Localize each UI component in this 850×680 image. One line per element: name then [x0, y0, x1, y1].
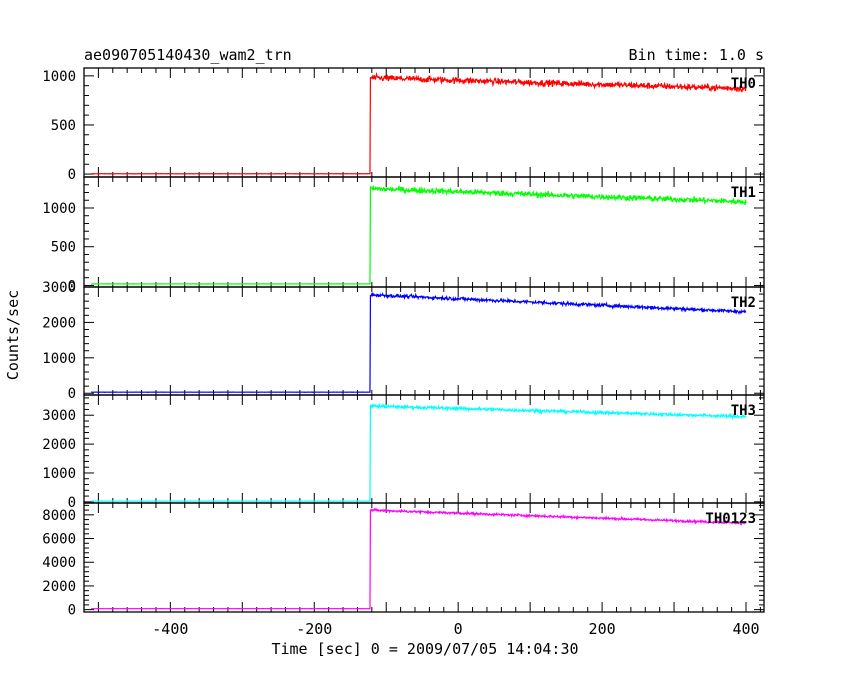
y-tick-label: 0	[68, 495, 76, 511]
series-name-label: TH0123	[705, 511, 756, 527]
y-tick-label: 3000	[42, 408, 76, 424]
figure-title: ae090705140430_wam2_trn	[84, 46, 292, 64]
series-name-label: TH0	[731, 76, 756, 92]
y-tick-label: 6000	[42, 532, 76, 548]
x-tick-label: 400	[732, 620, 759, 638]
y-tick-label: 4000	[42, 555, 76, 571]
y-tick-label: 0	[68, 278, 76, 294]
panel-th1: 0 500 1000 TH1	[42, 176, 765, 294]
y-tick-label: 1000	[42, 351, 76, 367]
panel-frame	[83, 502, 765, 613]
y-tick-label: 500	[51, 118, 76, 134]
series-name-label: TH2	[731, 295, 756, 311]
y-tick-label: 2000	[42, 437, 76, 453]
y-axis-label: Counts/sec	[4, 290, 22, 380]
series-line-th2	[91, 291, 747, 393]
y-tick-label: 1000	[42, 201, 76, 217]
series-line-th1	[91, 185, 747, 285]
x-axis-label: Time [sec] 0 = 2009/07/05 14:04:30	[271, 640, 578, 658]
panel-th3: 0 1000 2000 3000 TH3	[42, 394, 765, 511]
y-tick-label: 0	[68, 603, 76, 619]
y-tick-label: 1000	[42, 466, 76, 482]
y-tick-label: 0	[68, 167, 76, 183]
x-tick-label: 200	[589, 620, 616, 638]
y-tick-label: 2000	[42, 315, 76, 331]
panel-frame	[83, 176, 765, 288]
series-line-th3	[91, 402, 747, 502]
series-line-th0123	[91, 507, 747, 610]
y-tick-label: 2000	[42, 579, 76, 595]
x-tick-label: -200	[296, 620, 332, 638]
y-tick-label: 0	[68, 386, 76, 402]
series-name-label: TH1	[731, 185, 756, 201]
y-tick-label: 500	[51, 240, 76, 256]
y-tick-label: 3000	[42, 280, 76, 296]
x-tick-label: 0	[454, 620, 463, 638]
bin-time-label: Bin time: 1.0 s	[629, 46, 764, 64]
panel-th0: 0 500 1000 TH0	[42, 67, 765, 183]
series-name-label: TH3	[731, 403, 756, 419]
series-line-th0	[91, 71, 747, 175]
panel-th0123: 0 2000 4000 6000 8000 TH0123	[42, 502, 765, 619]
panel-th2: 0 1000 2000 3000 TH2	[42, 280, 765, 402]
panel-frame	[83, 394, 765, 504]
y-tick-label: 1000	[42, 69, 76, 85]
y-tick-label: 8000	[42, 508, 76, 524]
x-tick-label: -400	[152, 620, 188, 638]
panel-frame	[83, 286, 765, 396]
